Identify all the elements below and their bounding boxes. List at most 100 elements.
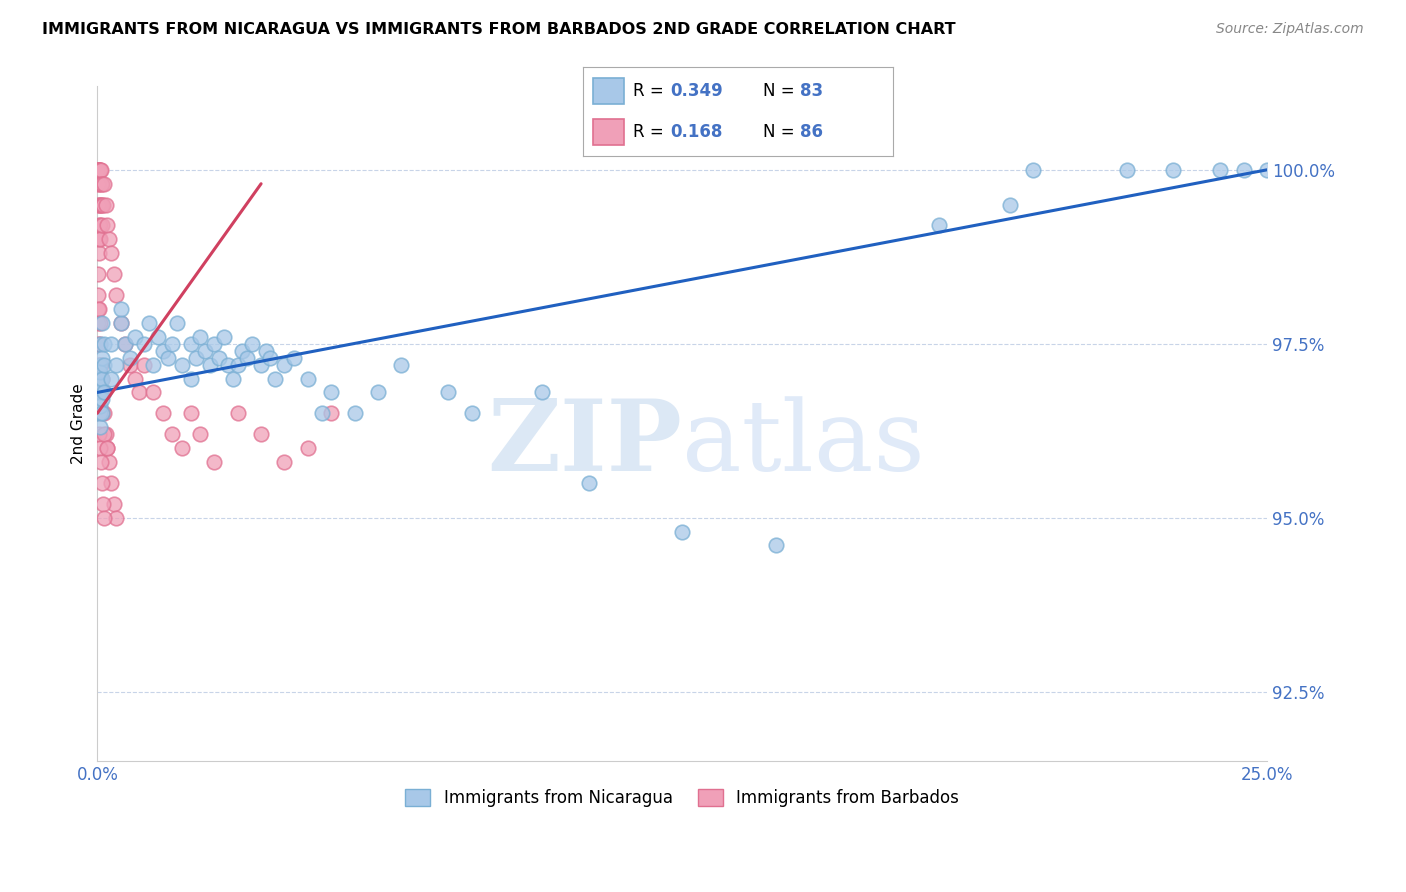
Point <box>89 406 111 420</box>
Point <box>89 336 111 351</box>
Point <box>89 371 111 385</box>
Point <box>217 358 239 372</box>
Point <box>184 351 207 365</box>
Text: Source: ZipAtlas.com: Source: ZipAtlas.com <box>1216 22 1364 37</box>
Point <box>100 371 122 385</box>
Point <box>87 162 110 177</box>
Point <box>222 371 245 385</box>
Point <box>87 301 110 316</box>
Point <box>87 197 110 211</box>
Point <box>273 358 295 372</box>
Point <box>120 358 142 372</box>
Point <box>103 267 125 281</box>
Point <box>114 336 136 351</box>
Point <box>998 197 1021 211</box>
Point <box>259 351 281 365</box>
Point <box>93 177 115 191</box>
Point <box>89 441 111 455</box>
Point <box>91 385 114 400</box>
Point <box>142 358 165 372</box>
Point <box>1022 162 1045 177</box>
Point <box>90 385 112 400</box>
Point <box>311 406 333 420</box>
Point <box>87 177 110 191</box>
Point <box>89 162 111 177</box>
Point <box>93 336 115 351</box>
Point <box>91 392 114 407</box>
Point <box>110 316 132 330</box>
Text: atlas: atlas <box>682 396 925 491</box>
Point <box>166 316 188 330</box>
Point <box>89 378 111 392</box>
Point <box>250 358 273 372</box>
Point <box>156 351 179 365</box>
Point <box>93 358 115 372</box>
Point <box>87 358 110 372</box>
Y-axis label: 2nd Grade: 2nd Grade <box>72 384 86 464</box>
Point <box>87 219 110 233</box>
Point <box>100 246 122 260</box>
Point <box>124 371 146 385</box>
Point <box>198 358 221 372</box>
Point <box>90 162 112 177</box>
Point <box>367 385 389 400</box>
Text: 83: 83 <box>800 82 823 100</box>
Text: N =: N = <box>763 82 794 100</box>
Point <box>250 427 273 442</box>
Point <box>91 177 114 191</box>
Point <box>87 246 110 260</box>
Point <box>1232 162 1254 177</box>
Point <box>87 232 110 246</box>
Point <box>671 524 693 539</box>
Point <box>578 475 600 490</box>
Point <box>93 510 115 524</box>
Point <box>110 301 132 316</box>
Point <box>152 406 174 420</box>
Point <box>180 336 202 351</box>
Point <box>120 351 142 365</box>
Point <box>87 336 110 351</box>
Point <box>89 219 111 233</box>
Point <box>134 336 156 351</box>
Point <box>91 406 114 420</box>
Point <box>1115 162 1137 177</box>
Point <box>89 316 111 330</box>
Point <box>91 406 114 420</box>
Text: N =: N = <box>763 123 794 141</box>
Point <box>93 385 115 400</box>
Point <box>321 406 343 420</box>
Point <box>90 197 112 211</box>
Point <box>928 219 950 233</box>
Point <box>283 351 305 365</box>
Point <box>87 316 110 330</box>
Bar <box>593 119 624 145</box>
Point <box>321 385 343 400</box>
Text: IMMIGRANTS FROM NICARAGUA VS IMMIGRANTS FROM BARBADOS 2ND GRADE CORRELATION CHAR: IMMIGRANTS FROM NICARAGUA VS IMMIGRANTS … <box>42 22 956 37</box>
Point <box>91 371 114 385</box>
Point <box>89 385 111 400</box>
Point <box>98 232 121 246</box>
Point <box>91 371 114 385</box>
Point <box>87 427 110 442</box>
Point <box>142 385 165 400</box>
Point <box>91 197 114 211</box>
Point <box>96 441 118 455</box>
Point <box>226 358 249 372</box>
Point <box>89 420 111 434</box>
Point <box>180 371 202 385</box>
Point <box>134 358 156 372</box>
Point <box>96 219 118 233</box>
Point <box>1256 162 1278 177</box>
Point <box>87 232 110 246</box>
Point <box>87 406 110 420</box>
Point <box>765 538 787 552</box>
Point <box>202 455 225 469</box>
Point <box>90 455 112 469</box>
Point <box>460 406 482 420</box>
Point <box>1209 162 1232 177</box>
Point <box>89 232 111 246</box>
Point <box>87 162 110 177</box>
Text: R =: R = <box>633 123 664 141</box>
Point <box>437 385 460 400</box>
Point <box>91 351 114 365</box>
